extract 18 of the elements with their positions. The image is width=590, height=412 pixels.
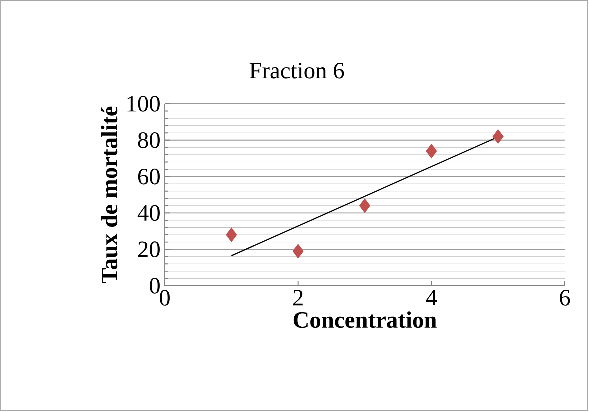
- x-axis-title: Concentration: [294, 312, 437, 328]
- x-tick-label: 4: [426, 290, 438, 306]
- y-axis-title: Taux de mortalité: [101, 106, 118, 284]
- x-tick-label: 0: [160, 290, 170, 306]
- y-tick-label: 80: [138, 132, 160, 148]
- point: [360, 198, 370, 213]
- y-tick-label: 60: [138, 168, 160, 185]
- point: [426, 144, 438, 158]
- y-tick-label: 20: [138, 242, 160, 258]
- chart-title: Fraction 6: [250, 63, 344, 79]
- point: [492, 130, 504, 144]
- point: [226, 228, 238, 242]
- y-tick-label: 40: [138, 205, 160, 222]
- x-tick-label: 6: [560, 290, 570, 306]
- x-tick-label: 2: [294, 290, 303, 306]
- point: [292, 244, 304, 258]
- y-tick-label: 0: [150, 278, 160, 294]
- y-tick-label: 100: [128, 96, 160, 112]
